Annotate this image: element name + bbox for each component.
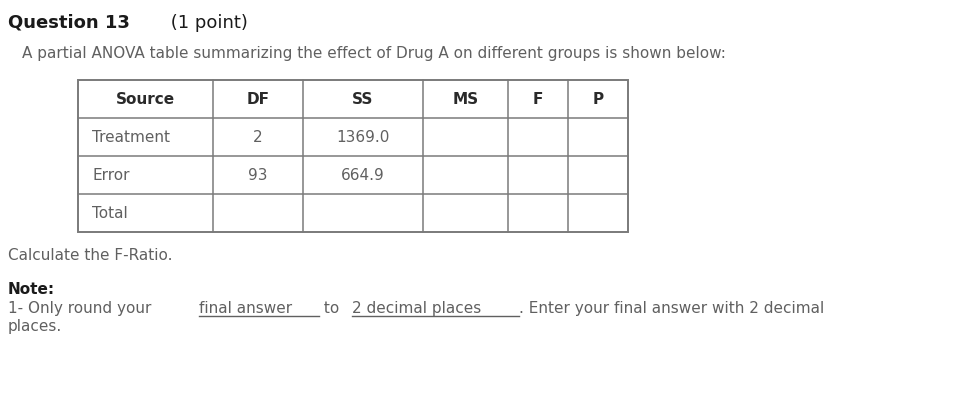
Text: Treatment: Treatment	[92, 130, 170, 145]
Text: Calculate the F-Ratio.: Calculate the F-Ratio.	[8, 248, 173, 263]
Text: to: to	[319, 301, 345, 316]
Text: P: P	[592, 92, 603, 107]
Text: places.: places.	[8, 319, 62, 334]
Text: Error: Error	[92, 167, 130, 182]
Text: Note:: Note:	[8, 282, 55, 297]
Text: 2: 2	[253, 130, 263, 145]
Text: 664.9: 664.9	[342, 167, 385, 182]
Text: 1369.0: 1369.0	[337, 130, 389, 145]
Bar	[78, 80, 628, 232]
Text: 2 decimal places: 2 decimal places	[352, 301, 481, 316]
Text: (1 point): (1 point)	[165, 14, 248, 32]
Text: Question 13: Question 13	[8, 14, 130, 32]
Text: Source: Source	[116, 92, 175, 107]
Text: 93: 93	[248, 167, 267, 182]
Text: F: F	[533, 92, 544, 107]
Text: final answer: final answer	[199, 301, 293, 316]
Text: 1- Only round your: 1- Only round your	[8, 301, 156, 316]
Text: A partial ANOVA table summarizing the effect of Drug A on different groups is sh: A partial ANOVA table summarizing the ef…	[22, 46, 726, 61]
Text: SS: SS	[352, 92, 374, 107]
Text: . Enter your final answer with 2 decimal: . Enter your final answer with 2 decimal	[518, 301, 824, 316]
Text: Total: Total	[92, 206, 128, 220]
Text: MS: MS	[453, 92, 478, 107]
Text: DF: DF	[247, 92, 269, 107]
